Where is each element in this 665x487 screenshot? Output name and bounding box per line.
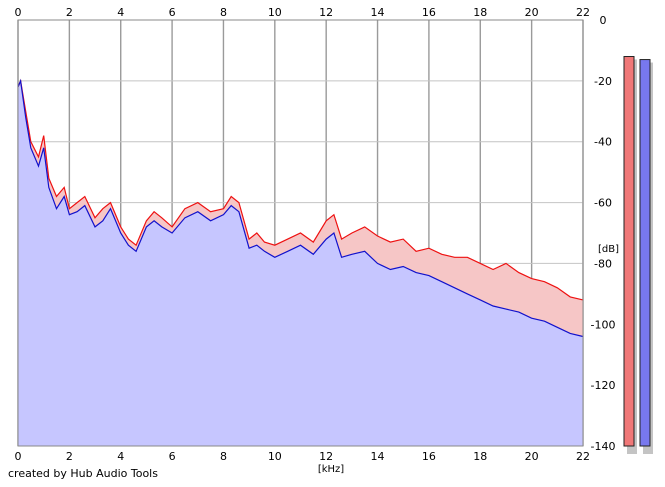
y-tick-label: -40 xyxy=(594,136,612,149)
x-top-tick-label: 18 xyxy=(473,6,487,19)
x-top-tick-label: 14 xyxy=(371,6,385,19)
x-top-tick-label: 6 xyxy=(169,6,176,19)
x-bottom-tick-label: 8 xyxy=(220,450,227,463)
x-bottom-tick-label: 10 xyxy=(268,450,282,463)
x-top-tick-label: 2 xyxy=(66,6,73,19)
x-axis-bottom-ticks: 0 2 4 6 8 10 12 14 16 18 20 22 xyxy=(15,450,591,463)
x-top-tick-label: 0 xyxy=(15,6,22,19)
x-axis-top-ticks: 0 2 4 6 8 10 12 14 16 18 20 22 xyxy=(15,6,591,19)
x-top-tick-label: 10 xyxy=(268,6,282,19)
x-top-tick-label: 22 xyxy=(576,6,590,19)
x-bottom-tick-label: 16 xyxy=(422,450,436,463)
y-tick-label: 0 xyxy=(600,14,607,27)
x-bottom-tick-label: 0 xyxy=(15,450,22,463)
y-tick-label: -20 xyxy=(594,75,612,88)
x-top-tick-label: 4 xyxy=(117,6,124,19)
x-bottom-tick-label: 4 xyxy=(117,450,124,463)
y-tick-label: -60 xyxy=(594,197,612,210)
x-axis-unit-label: [kHz] xyxy=(318,464,344,475)
x-bottom-tick-label: 6 xyxy=(169,450,176,463)
series-lines xyxy=(17,78,584,338)
x-bottom-tick-label: 12 xyxy=(319,450,333,463)
y-tick-label: -100 xyxy=(591,318,616,331)
x-bottom-tick-label: 2 xyxy=(66,450,73,463)
credit-text: created by Hub Audio Tools xyxy=(8,467,158,480)
x-bottom-tick-label: 18 xyxy=(473,450,487,463)
y-tick-label: -140 xyxy=(591,440,616,453)
x-bottom-tick-label: 20 xyxy=(525,450,539,463)
level-meter-2 xyxy=(639,59,651,447)
plot-frame xyxy=(17,19,584,447)
x-top-tick-label: 12 xyxy=(319,6,333,19)
x-top-tick-label: 8 xyxy=(220,6,227,19)
series-1-line xyxy=(17,78,584,301)
x-top-tick-label: 20 xyxy=(525,6,539,19)
series-2-line xyxy=(17,78,584,338)
y-tick-label: -120 xyxy=(591,379,616,392)
x-bottom-tick-label: 22 xyxy=(576,450,590,463)
series-2-area xyxy=(18,80,583,447)
y-tick-label: -80 xyxy=(594,257,612,270)
x-top-tick-label: 16 xyxy=(422,6,436,19)
level-meters xyxy=(623,56,653,455)
y-axis-unit-label: [dB] xyxy=(598,244,619,255)
level-meter-1 xyxy=(623,56,635,447)
y-axis-ticks: 0 -20 -40 -60 -80 -100 -120 -140 xyxy=(591,14,616,453)
x-bottom-tick-label: 14 xyxy=(371,450,385,463)
series-fills xyxy=(18,80,583,447)
